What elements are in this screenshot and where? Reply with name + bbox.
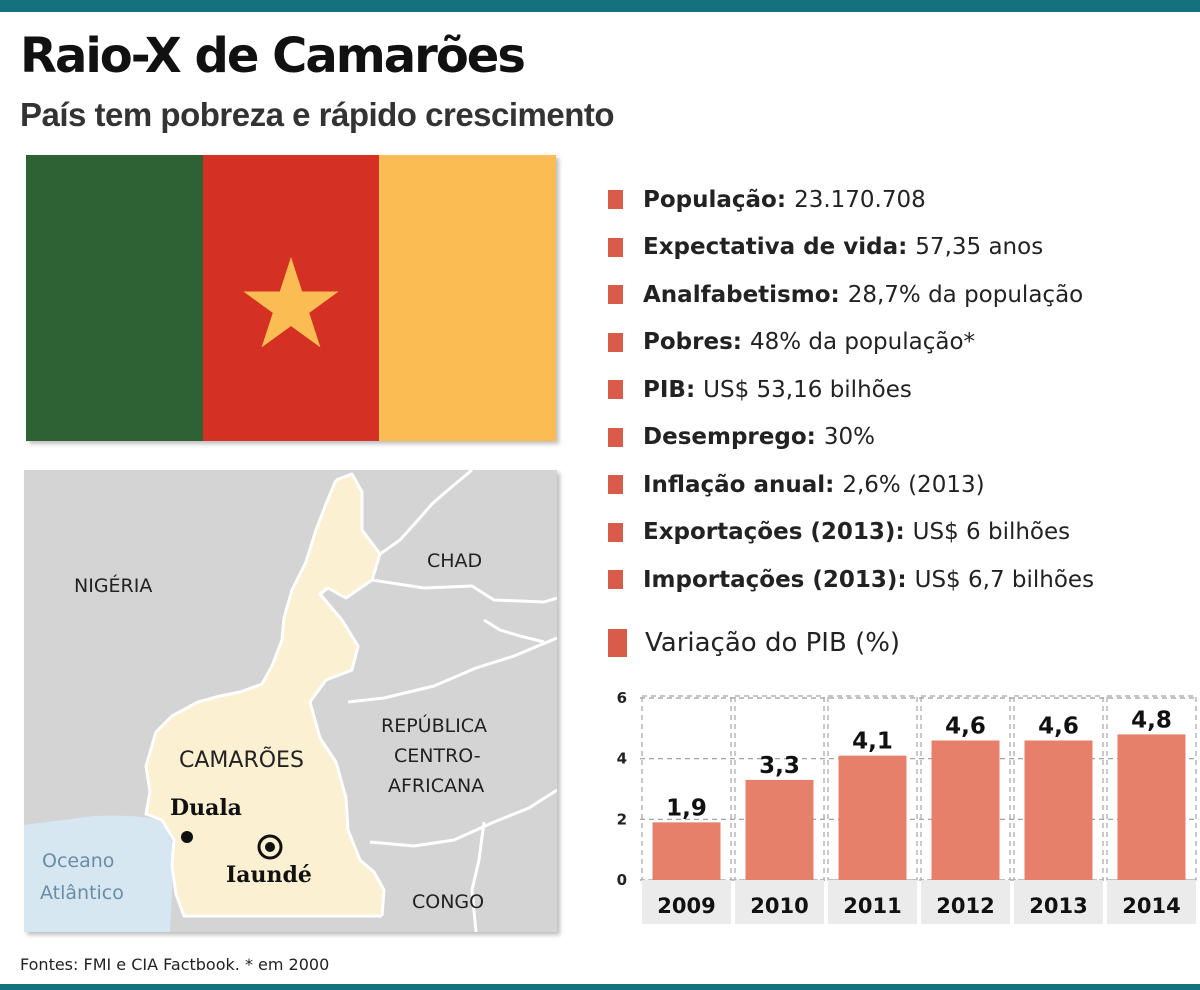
fact-item: Importações (2013): US$ 6,7 bilhões — [608, 556, 1094, 604]
fact-label: Pobres: — [643, 329, 742, 356]
fact-label: PIB: — [643, 376, 696, 403]
fact-value: 48% da população* — [749, 329, 976, 356]
fact-label: População: — [643, 186, 787, 213]
label-ocean-line1: Oceano — [42, 850, 114, 872]
fact-label: Inflação anual: — [643, 471, 835, 498]
x-tick-label: 2014 — [1122, 894, 1180, 918]
fact-item: PIB: US$ 53,16 bilhões — [608, 366, 1094, 414]
fact-bullet — [608, 190, 623, 210]
fact-bullet — [608, 285, 623, 305]
fact-value: US$ 53,16 bilhões — [703, 376, 912, 403]
page-title: Raio-X de Camarões — [20, 28, 526, 84]
fact-label: Importações (2013): — [643, 566, 907, 593]
x-tick-panel — [1014, 880, 1103, 924]
cameroon-map: NIGÉRIA CHAD REPÚBLICA CENTRO- AFRICANA … — [24, 470, 557, 932]
bar — [931, 740, 1000, 880]
fact-bullet — [608, 237, 623, 257]
x-tick-panel — [921, 880, 1010, 924]
cameroon-flag — [26, 155, 557, 441]
fact-bullet — [608, 380, 623, 400]
bar — [652, 822, 721, 880]
fact-bullet — [608, 427, 623, 447]
data-label: 4,8 — [1131, 707, 1172, 733]
top-accent-bar — [0, 0, 1200, 12]
fact-item: Expectativa de vida: 57,35 anos — [608, 224, 1094, 272]
bar — [1117, 734, 1186, 880]
x-tick-label: 2009 — [657, 894, 715, 918]
label-douala: Duala — [170, 795, 242, 821]
x-tick-panel — [735, 880, 824, 924]
chart-heading: Variação do PIB (%) — [608, 628, 900, 658]
gdp-bar-chart: 0 2 4 6 1,9 2009 3,3 2010 4,1 2011 4,6 2012 4,6 2013 4… — [617, 689, 1198, 924]
data-label: 4,6 — [945, 713, 986, 739]
cameroon-territory — [146, 474, 384, 916]
y-tick-label: 6 — [617, 689, 627, 707]
facts-list: População: 23.170.708 Expectativa de vida:… — [608, 176, 1094, 604]
fact-bullet — [608, 475, 623, 495]
heading-bullet — [608, 629, 627, 657]
label-car-line2: CENTRO- — [394, 745, 481, 767]
fact-item: População: 23.170.708 — [608, 176, 1094, 224]
chart-heading-text: Variação do PIB (%) — [645, 628, 901, 658]
star-icon — [243, 257, 339, 348]
fact-label: Expectativa de vida: — [643, 234, 908, 261]
fact-item: Desemprego: 30% — [608, 414, 1094, 462]
fact-label: Desemprego: — [643, 424, 816, 451]
fact-value: 23.170.708 — [794, 186, 926, 213]
y-tick-label: 2 — [617, 810, 627, 828]
fact-item: Exportações (2013): US$ 6 bilhões — [608, 509, 1094, 557]
x-tick-label: 2013 — [1029, 894, 1087, 918]
x-tick-label: 2011 — [843, 894, 901, 918]
fact-value: 28,7% da população — [847, 281, 1084, 308]
bottom-accent-bar — [0, 984, 1200, 990]
fact-label: Analfabetismo: — [643, 281, 840, 308]
label-nigeria: NIGÉRIA — [74, 574, 152, 597]
fact-value: US$ 6 bilhões — [912, 519, 1071, 546]
label-ocean-line2: Atlântico — [40, 882, 124, 904]
fact-value: 2,6% (2013) — [842, 471, 985, 498]
map-borders — [144, 470, 557, 932]
fact-value: 57,35 anos — [915, 234, 1044, 261]
ocean-area — [24, 815, 174, 932]
city-dot-icon — [181, 831, 193, 843]
fact-value: US$ 6,7 bilhões — [914, 566, 1095, 593]
fact-item: Analfabetismo: 28,7% da população — [608, 271, 1094, 319]
fact-bullet — [608, 332, 623, 352]
page-subtitle: País tem pobreza e rápido crescimento — [20, 96, 615, 133]
data-label: 4,6 — [1038, 713, 1079, 739]
fact-bullet — [608, 570, 623, 590]
y-tick-label: 4 — [617, 750, 627, 768]
bar — [1024, 740, 1093, 880]
x-tick-label: 2012 — [936, 894, 994, 918]
label-congo: CONGO — [412, 891, 484, 913]
source-note: Fontes: FMI e CIA Factbook. * em 2000 — [20, 955, 330, 974]
y-tick-label: 0 — [617, 871, 627, 889]
fact-label: Exportações (2013): — [643, 519, 905, 546]
label-yaounde: Iaundé — [226, 862, 312, 888]
label-cameroon: CAMARÕES — [179, 746, 304, 773]
data-label: 1,9 — [666, 795, 707, 821]
data-label: 4,1 — [852, 729, 893, 755]
label-car-line3: AFRICANA — [388, 775, 484, 797]
capital-icon — [257, 834, 283, 860]
fact-item: Inflação anual: 2,6% (2013) — [608, 461, 1094, 509]
fact-item: Pobres: 48% da população* — [608, 319, 1094, 367]
bar — [745, 779, 814, 880]
x-tick-label: 2010 — [750, 894, 808, 918]
data-label: 3,3 — [759, 753, 800, 779]
flag-stripe-green — [26, 155, 203, 441]
label-car-line1: REPÚBLICA — [381, 713, 487, 737]
x-tick-panel — [1107, 880, 1196, 924]
x-tick-panel — [828, 880, 917, 924]
fact-bullet — [608, 522, 623, 542]
fact-value: 30% — [823, 424, 875, 451]
x-tick-panel — [642, 880, 731, 924]
label-chad: CHAD — [427, 550, 482, 572]
bar — [838, 755, 907, 880]
flag-stripe-yellow — [379, 155, 557, 441]
